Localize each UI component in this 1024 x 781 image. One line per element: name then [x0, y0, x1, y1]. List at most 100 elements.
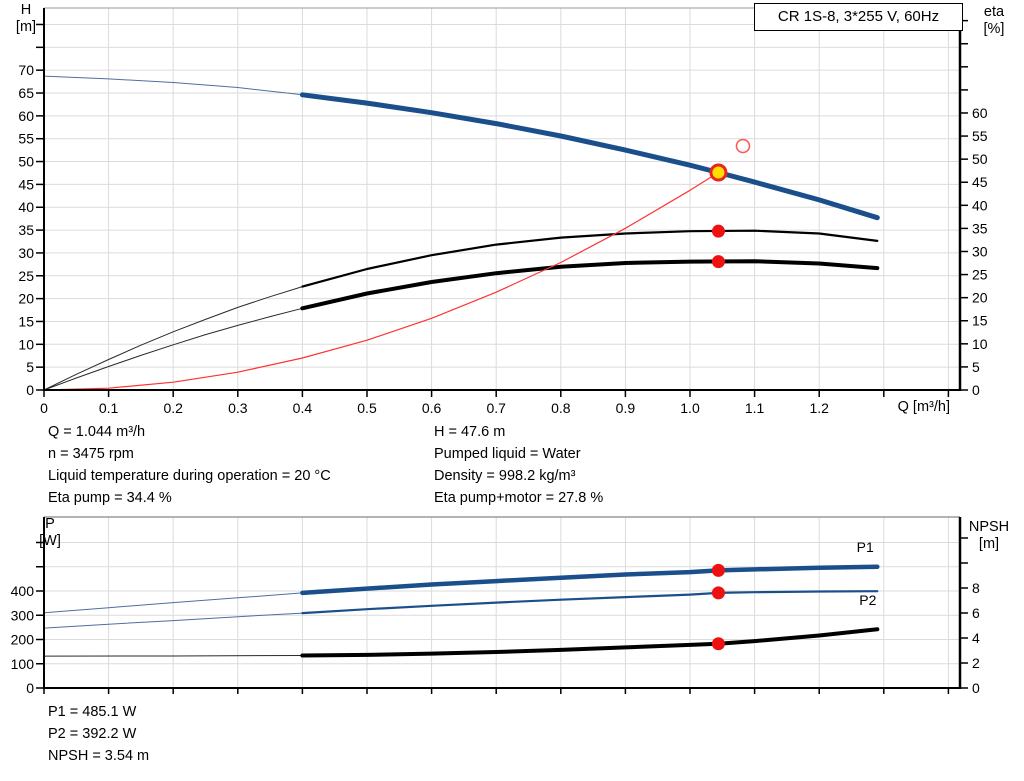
y-left-tick-label: 65: [18, 85, 34, 101]
h-axis-label: H [m]: [15, 2, 37, 35]
footer-line-p2: P2 = 392.2 W: [48, 726, 137, 742]
pump-model-title: CR 1S-8, 3*255 V, 60Hz: [754, 3, 963, 31]
hq-eta-chart-ticks: 0 0.1 0.2 0.3 0.4 0.5 0.6 0.7 0.8 0.9 1.0 1.1 1.2 0 5 1…: [18, 19, 988, 416]
info-line-density: Density = 998.2 kg/m³: [434, 468, 576, 484]
y-left-tick-label: 15: [18, 313, 34, 329]
y-left-tick-label: 100: [11, 656, 35, 672]
eta-axis-label: eta [%]: [983, 4, 1005, 37]
y-right-tick-label: 5: [972, 359, 980, 375]
power-npsh-chart: P1 P2 0 100 200 300 400 0 2 4 6 8: [11, 516, 980, 696]
y-left-tick-label: 400: [11, 583, 35, 599]
y-right-tick-label: 0: [972, 680, 980, 696]
y-left-tick-label: 30: [18, 245, 34, 261]
q-axis-label: Q [m³/h]: [897, 399, 950, 415]
x-tick-label: 0.1: [99, 400, 119, 416]
info-line-n: n = 3475 rpm: [48, 446, 134, 462]
eta-pump-curve: [301, 229, 879, 288]
info-line-temp: Liquid temperature during operation = 20…: [48, 468, 331, 484]
y-left-tick-label: 45: [18, 176, 34, 192]
x-tick-label: 0.2: [163, 400, 183, 416]
power-npsh-values: P1 = 485.1 W P2 = 392.2 W NPSH = 3.54 m: [48, 701, 149, 767]
hq-eta-chart-axes: [43, 8, 962, 391]
y-left-tick-label: 60: [18, 108, 34, 124]
y-right-tick-label: 0: [972, 382, 980, 398]
power-npsh-chart-axes: [43, 517, 962, 689]
y-right-tick-label: 60: [972, 105, 988, 121]
system-curve: [43, 171, 720, 391]
eta-pump-curve-extension: [43, 286, 303, 391]
y-right-tick-label: 6: [972, 605, 980, 621]
x-tick-label: 0.6: [422, 400, 442, 416]
power-npsh-chart-ticks: 0 100 200 300 400 0 2 4 6 8: [11, 537, 980, 696]
y-right-tick-label: 45: [972, 174, 988, 190]
y-left-tick-label: 5: [26, 359, 34, 375]
npsh-curve-extension: [43, 655, 303, 657]
p1-point-marker: [711, 563, 725, 577]
y-right-tick-label: 55: [972, 128, 988, 144]
x-tick-label: 1.2: [809, 400, 829, 416]
p2-curve-extension: [43, 612, 303, 629]
y-right-tick-label: 10: [972, 336, 988, 352]
eta-pump-motor-curve-extension: [43, 307, 303, 391]
p1-curve: [300, 564, 880, 596]
y-left-tick-label: 50: [18, 154, 34, 170]
x-tick-label: 0.5: [357, 400, 377, 416]
series-label-p1: P1: [857, 539, 874, 555]
x-tick-label: 0.4: [293, 400, 313, 416]
y-left-tick-label: 55: [18, 131, 34, 147]
npsh-axis-label: NPSH [m]: [968, 519, 1010, 552]
npsh-point-marker: [711, 637, 725, 651]
hq-eta-chart: 0 0.1 0.2 0.3 0.4 0.5 0.6 0.7 0.8 0.9 1.0 1.1 1.2 0 5 1…: [18, 7, 988, 416]
operating-data-right: H = 47.6 m Pumped liquid = Water Density…: [434, 421, 603, 509]
y-right-tick-label: 50: [972, 151, 988, 167]
npsh-curve: [300, 627, 880, 658]
y-left-tick-label: 40: [18, 199, 34, 215]
eta-pump-motor-curve: [300, 259, 880, 311]
x-tick-label: 0.3: [228, 400, 248, 416]
hq-eta-chart-grid: [44, 8, 960, 390]
info-line-liquid: Pumped liquid = Water: [434, 446, 581, 462]
info-line-h: H = 47.6 m: [434, 424, 506, 440]
series-label-p2: P2: [859, 592, 876, 608]
head-curve-extension: [43, 75, 303, 96]
x-tick-label: 1.1: [745, 400, 765, 416]
eta-pump-point-marker: [711, 224, 725, 238]
y-left-tick-label: 25: [18, 268, 34, 284]
head-curve: [299, 92, 880, 221]
y-left-tick-label: 0: [26, 382, 34, 398]
y-right-tick-label: 35: [972, 220, 988, 236]
y-right-tick-label: 30: [972, 243, 988, 259]
p1-curve-extension: [43, 592, 303, 614]
y-left-tick-label: 300: [11, 607, 35, 623]
x-tick-label: 0.7: [486, 400, 506, 416]
footer-line-npsh: NPSH = 3.54 m: [48, 748, 150, 764]
x-tick-label: 1.0: [680, 400, 700, 416]
x-tick-label: 0.8: [551, 400, 571, 416]
y-right-tick-label: 20: [972, 290, 988, 306]
y-right-tick-label: 8: [972, 580, 980, 596]
y-right-tick-label: 4: [972, 630, 980, 646]
info-line-q: Q = 1.044 m³/h: [48, 424, 146, 440]
footer-line-p1: P1 = 485.1 W: [48, 704, 137, 720]
operating-data-left: Q = 1.044 m³/h n = 3475 rpm Liquid tempe…: [48, 421, 331, 509]
info-line-eta: Eta pump = 34.4 %: [48, 490, 172, 506]
x-tick-label: 0.9: [616, 400, 636, 416]
p2-point-marker: [711, 586, 725, 600]
y-left-tick-label: 70: [18, 62, 34, 78]
p-axis-label: P [W]: [39, 516, 61, 549]
y-left-tick-label: 200: [11, 632, 35, 648]
y-right-tick-label: 15: [972, 313, 988, 329]
y-left-tick-label: 0: [26, 680, 34, 696]
duty-point-marker: [709, 163, 728, 182]
y-right-tick-label: 2: [972, 655, 980, 671]
eta-pump-motor-point-marker: [711, 255, 725, 269]
info-line-eta-mot: Eta pump+motor = 27.8 %: [434, 490, 604, 506]
y-left-tick-label: 35: [18, 222, 34, 238]
p2-curve: [301, 590, 879, 615]
y-right-tick-label: 25: [972, 267, 988, 283]
y-left-tick-label: 20: [18, 291, 34, 307]
x-tick-label: 0: [40, 400, 48, 416]
y-left-tick-label: 10: [18, 336, 34, 352]
